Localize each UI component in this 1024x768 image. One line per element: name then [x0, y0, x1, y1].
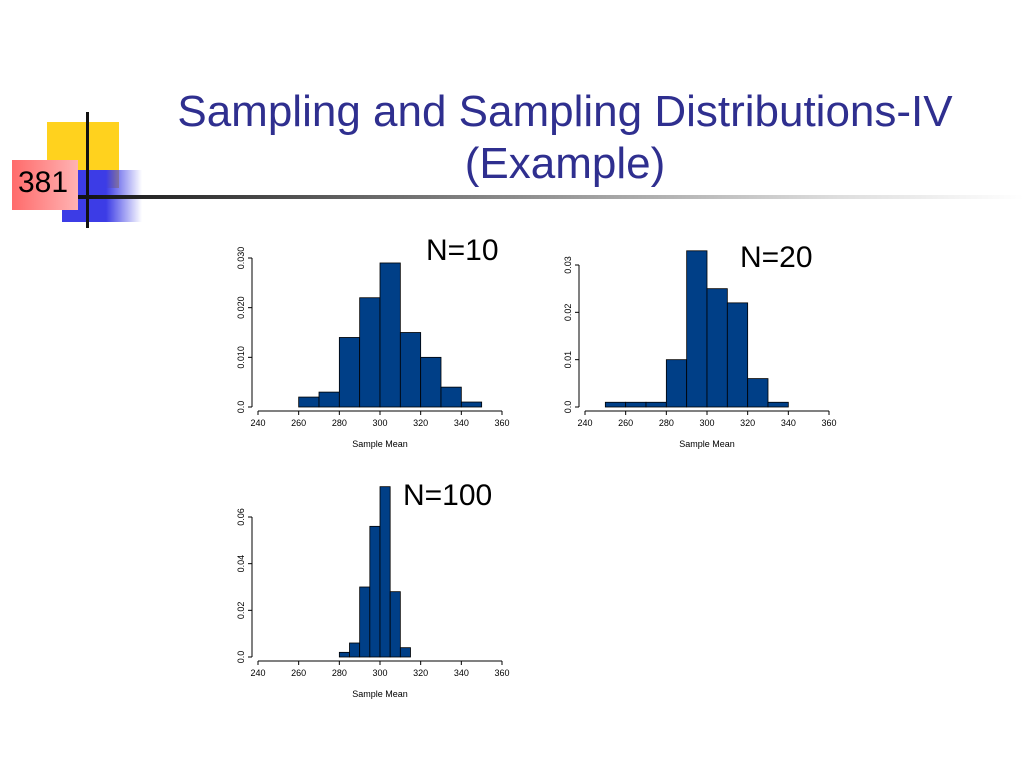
decor-vertical-line: [86, 112, 89, 228]
x-tick-label: 320: [413, 668, 428, 678]
x-axis-title: Sample Mean: [679, 439, 735, 449]
x-tick-label: 280: [332, 418, 347, 428]
y-tick-label: 0.0: [236, 651, 246, 664]
x-tick-label: 300: [372, 668, 387, 678]
x-tick-label: 320: [740, 418, 755, 428]
x-tick-label: 340: [781, 418, 796, 428]
y-tick-label: 0.020: [236, 296, 246, 319]
histogram-bar: [338, 651, 350, 658]
histogram-bar: [298, 396, 320, 408]
x-axis-title: Sample Mean: [352, 439, 408, 449]
histogram-bar: [767, 401, 789, 408]
x-tick-label: 300: [372, 418, 387, 428]
histogram-bar: [665, 359, 688, 408]
chart-2-label: N=20: [740, 241, 813, 274]
x-axis-title: Sample Mean: [352, 689, 408, 699]
histogram-bar: [399, 332, 422, 408]
histogram-bar: [460, 401, 483, 408]
title-line-1: Sampling and Sampling Distributions-IV: [177, 87, 953, 136]
y-tick-label: 0.01: [563, 351, 573, 369]
y-tick-label: 0.0: [236, 401, 246, 414]
histogram-bar: [389, 591, 401, 658]
histogram-bar: [349, 642, 361, 658]
y-tick-label: 0.06: [236, 508, 246, 526]
x-tick-label: 320: [413, 418, 428, 428]
histogram-bar: [369, 525, 381, 658]
histogram-n10: 240 260 280 300 320 340 360 Sample Mean 0.0 0.010…: [236, 247, 510, 449]
histogram-bar: [440, 386, 462, 408]
y-tick-label: 0.04: [236, 555, 246, 573]
y-tick-label: 0.0: [563, 401, 573, 414]
histogram-bar: [726, 302, 749, 408]
histogram-n20: 240 260 280 300 320 340 360 Sample Mean 0.0 0.01 0…: [563, 250, 837, 449]
x-tick-label: 240: [250, 418, 265, 428]
x-tick-label: 340: [454, 418, 469, 428]
title-line-2: (Example): [464, 139, 666, 188]
chart-3-label: N=100: [403, 479, 493, 512]
histogram-bar: [318, 391, 340, 408]
x-tick-label: 240: [250, 668, 265, 678]
y-tick-label: 0.010: [236, 346, 246, 369]
y-tick-label: 0.030: [236, 247, 246, 270]
x-tick-label: 280: [659, 418, 674, 428]
decor-red-square: [12, 160, 78, 210]
chart-1-label: N=10: [426, 234, 499, 267]
x-tick-label: 360: [494, 418, 509, 428]
histogram-bar: [379, 486, 391, 658]
slide-number: 381: [18, 166, 69, 199]
x-tick-label: 280: [332, 668, 347, 678]
histogram-bar: [379, 262, 401, 408]
histogram-bar: [747, 378, 769, 408]
histogram-bar: [420, 356, 442, 408]
title-divider-line: [78, 195, 1024, 199]
x-tick-label: 240: [577, 418, 592, 428]
x-tick-label: 340: [454, 668, 469, 678]
histogram-n100: 240 260 280 300 320 340 360 Sample Mean 0.0 0.02 0…: [236, 486, 510, 699]
histogram-bar: [706, 288, 728, 408]
x-tick-label: 260: [618, 418, 633, 428]
histogram-bar: [338, 337, 361, 408]
x-tick-label: 360: [494, 668, 509, 678]
histogram-bar: [399, 647, 411, 658]
histogram-bar: [359, 586, 371, 658]
x-tick-label: 260: [291, 418, 306, 428]
histogram-bar: [359, 297, 381, 408]
x-tick-label: 360: [821, 418, 836, 428]
histogram-bar: [625, 401, 647, 408]
y-tick-label: 0.02: [563, 304, 573, 322]
y-tick-label: 0.02: [236, 602, 246, 620]
histogram-bar: [686, 250, 708, 408]
slide-title: Sampling and Sampling Distributions-IV (…: [150, 86, 980, 190]
histogram-bar: [604, 401, 627, 408]
histogram-bar: [645, 401, 667, 408]
y-tick-label: 0.03: [563, 256, 573, 274]
x-tick-label: 300: [699, 418, 714, 428]
x-tick-label: 260: [291, 668, 306, 678]
